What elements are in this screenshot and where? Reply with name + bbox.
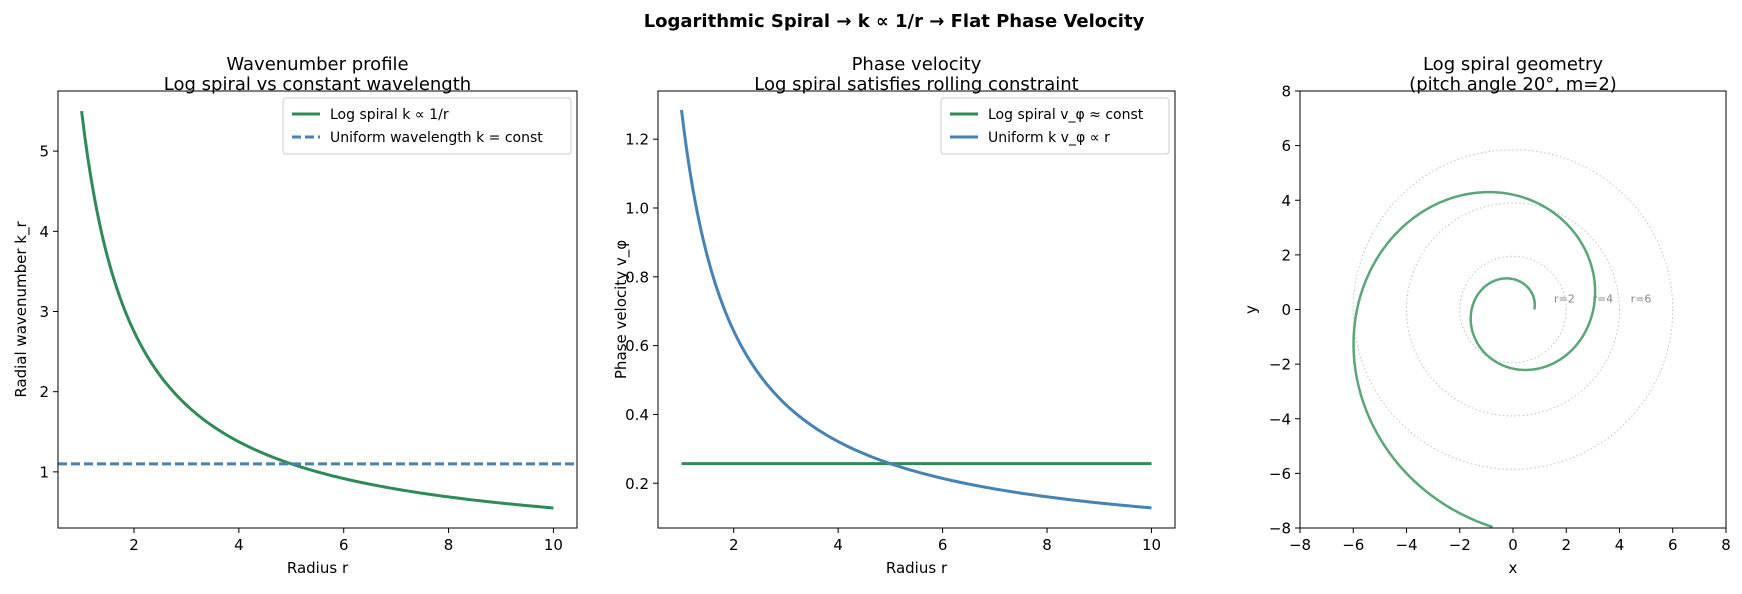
chart-title: Phase velocity (852, 54, 982, 75)
reference-circle-4 (1406, 202, 1620, 417)
legend-label-1: Log spiral v_φ ≈ const (988, 107, 1144, 123)
legend: Log spiral k ∝ 1/r Uniform wavelength k =… (282, 97, 572, 155)
circle-label-2: r=2 (1554, 293, 1575, 306)
plot-frame (57, 90, 578, 529)
circle-label-6: r=6 (1631, 293, 1652, 306)
chart-subtitle: (pitch angle 20°, m=2) (1409, 74, 1617, 95)
y-tick-label: 0.8 (625, 268, 649, 286)
x-tick-label: −8 (1289, 536, 1311, 554)
x-tick-label: 10 (1142, 536, 1161, 554)
legend-label-2: Uniform k v_φ ∝ r (988, 130, 1110, 146)
x-tick-label: 4 (234, 536, 244, 554)
y-tick-label: 0.2 (625, 475, 649, 493)
x-tick-label: 6 (339, 536, 349, 554)
chart-panel-3: Log spiral geometry(pitch angle 20°, m=2… (1242, 54, 1731, 577)
y-tick-label: 0.4 (625, 406, 649, 424)
y-tick-label: −2 (1269, 356, 1291, 374)
y-tick-label: 3 (39, 303, 49, 321)
series-line-1 (80, 110, 554, 510)
y-tick-label: −4 (1269, 410, 1291, 428)
legend-box (282, 97, 572, 155)
y-tick-label: 8 (1281, 83, 1291, 101)
y-tick-label: 1.2 (625, 131, 649, 149)
spiral-arm (1352, 190, 1597, 529)
x-tick-label: 4 (1615, 536, 1625, 554)
y-tick-label: 4 (1281, 192, 1291, 210)
y-axis-label: Phase velocity v_φ (612, 240, 631, 379)
legend: Log spiral v_φ ≈ const Uniform k v_φ ∝ r (940, 97, 1170, 155)
y-tick-label: 6 (1281, 137, 1291, 155)
y-axis-label: y (1242, 305, 1260, 314)
y-tick-label: 5 (39, 143, 49, 161)
x-tick-label: 2 (129, 536, 139, 554)
figure-suptitle: Logarithmic Spiral → k ∝ 1/r → Flat Phas… (644, 11, 1145, 32)
x-tick-label: 0 (1508, 536, 1518, 554)
x-tick-label: −2 (1449, 536, 1471, 554)
reference-circle-2 (1459, 255, 1567, 364)
plot-frame (1299, 90, 1727, 529)
x-tick-label: −4 (1395, 536, 1417, 554)
x-axis-label: Radius r (287, 559, 349, 577)
y-tick-label: −6 (1269, 465, 1291, 483)
series-line-2 (680, 109, 1152, 510)
legend-label-1: Log spiral k ∝ 1/r (330, 107, 449, 123)
y-tick-label: 0.6 (625, 337, 649, 355)
y-tick-label: 1 (39, 463, 49, 481)
x-tick-label: 8 (1721, 536, 1731, 554)
y-tick-label: 2 (1281, 246, 1291, 264)
y-tick-label: 4 (39, 223, 49, 241)
x-tick-label: 2 (729, 536, 739, 554)
chart-subtitle: Log spiral satisfies rolling constraint (754, 74, 1078, 95)
x-tick-label: 4 (833, 536, 843, 554)
circle-label-4: r=4 (1592, 293, 1613, 306)
chart-subtitle: Log spiral vs constant wavelength (164, 74, 471, 95)
plot-frame (657, 90, 1176, 529)
x-tick-label: 8 (444, 536, 454, 554)
x-tick-label: 2 (1561, 536, 1571, 554)
y-tick-label: −8 (1269, 520, 1291, 538)
x-tick-label: 8 (1042, 536, 1052, 554)
y-axis-label: Radial wavenumber k_r (12, 221, 31, 398)
x-axis-label: x (1509, 559, 1518, 577)
y-tick-label: 0 (1281, 301, 1291, 319)
chart-title: Wavenumber profile (226, 54, 408, 75)
y-tick-label: 1.0 (625, 199, 649, 217)
legend-label-2: Uniform wavelength k = const (330, 130, 543, 146)
reference-circle-6 (1352, 149, 1674, 470)
x-tick-label: −6 (1342, 536, 1364, 554)
y-tick-label: 2 (39, 383, 49, 401)
legend-box (940, 97, 1170, 155)
x-tick-label: 6 (1668, 536, 1678, 554)
x-tick-label: 10 (544, 536, 563, 554)
x-axis-label: Radius r (886, 559, 948, 577)
x-tick-label: 6 (938, 536, 948, 554)
chart-title: Log spiral geometry (1423, 54, 1603, 75)
